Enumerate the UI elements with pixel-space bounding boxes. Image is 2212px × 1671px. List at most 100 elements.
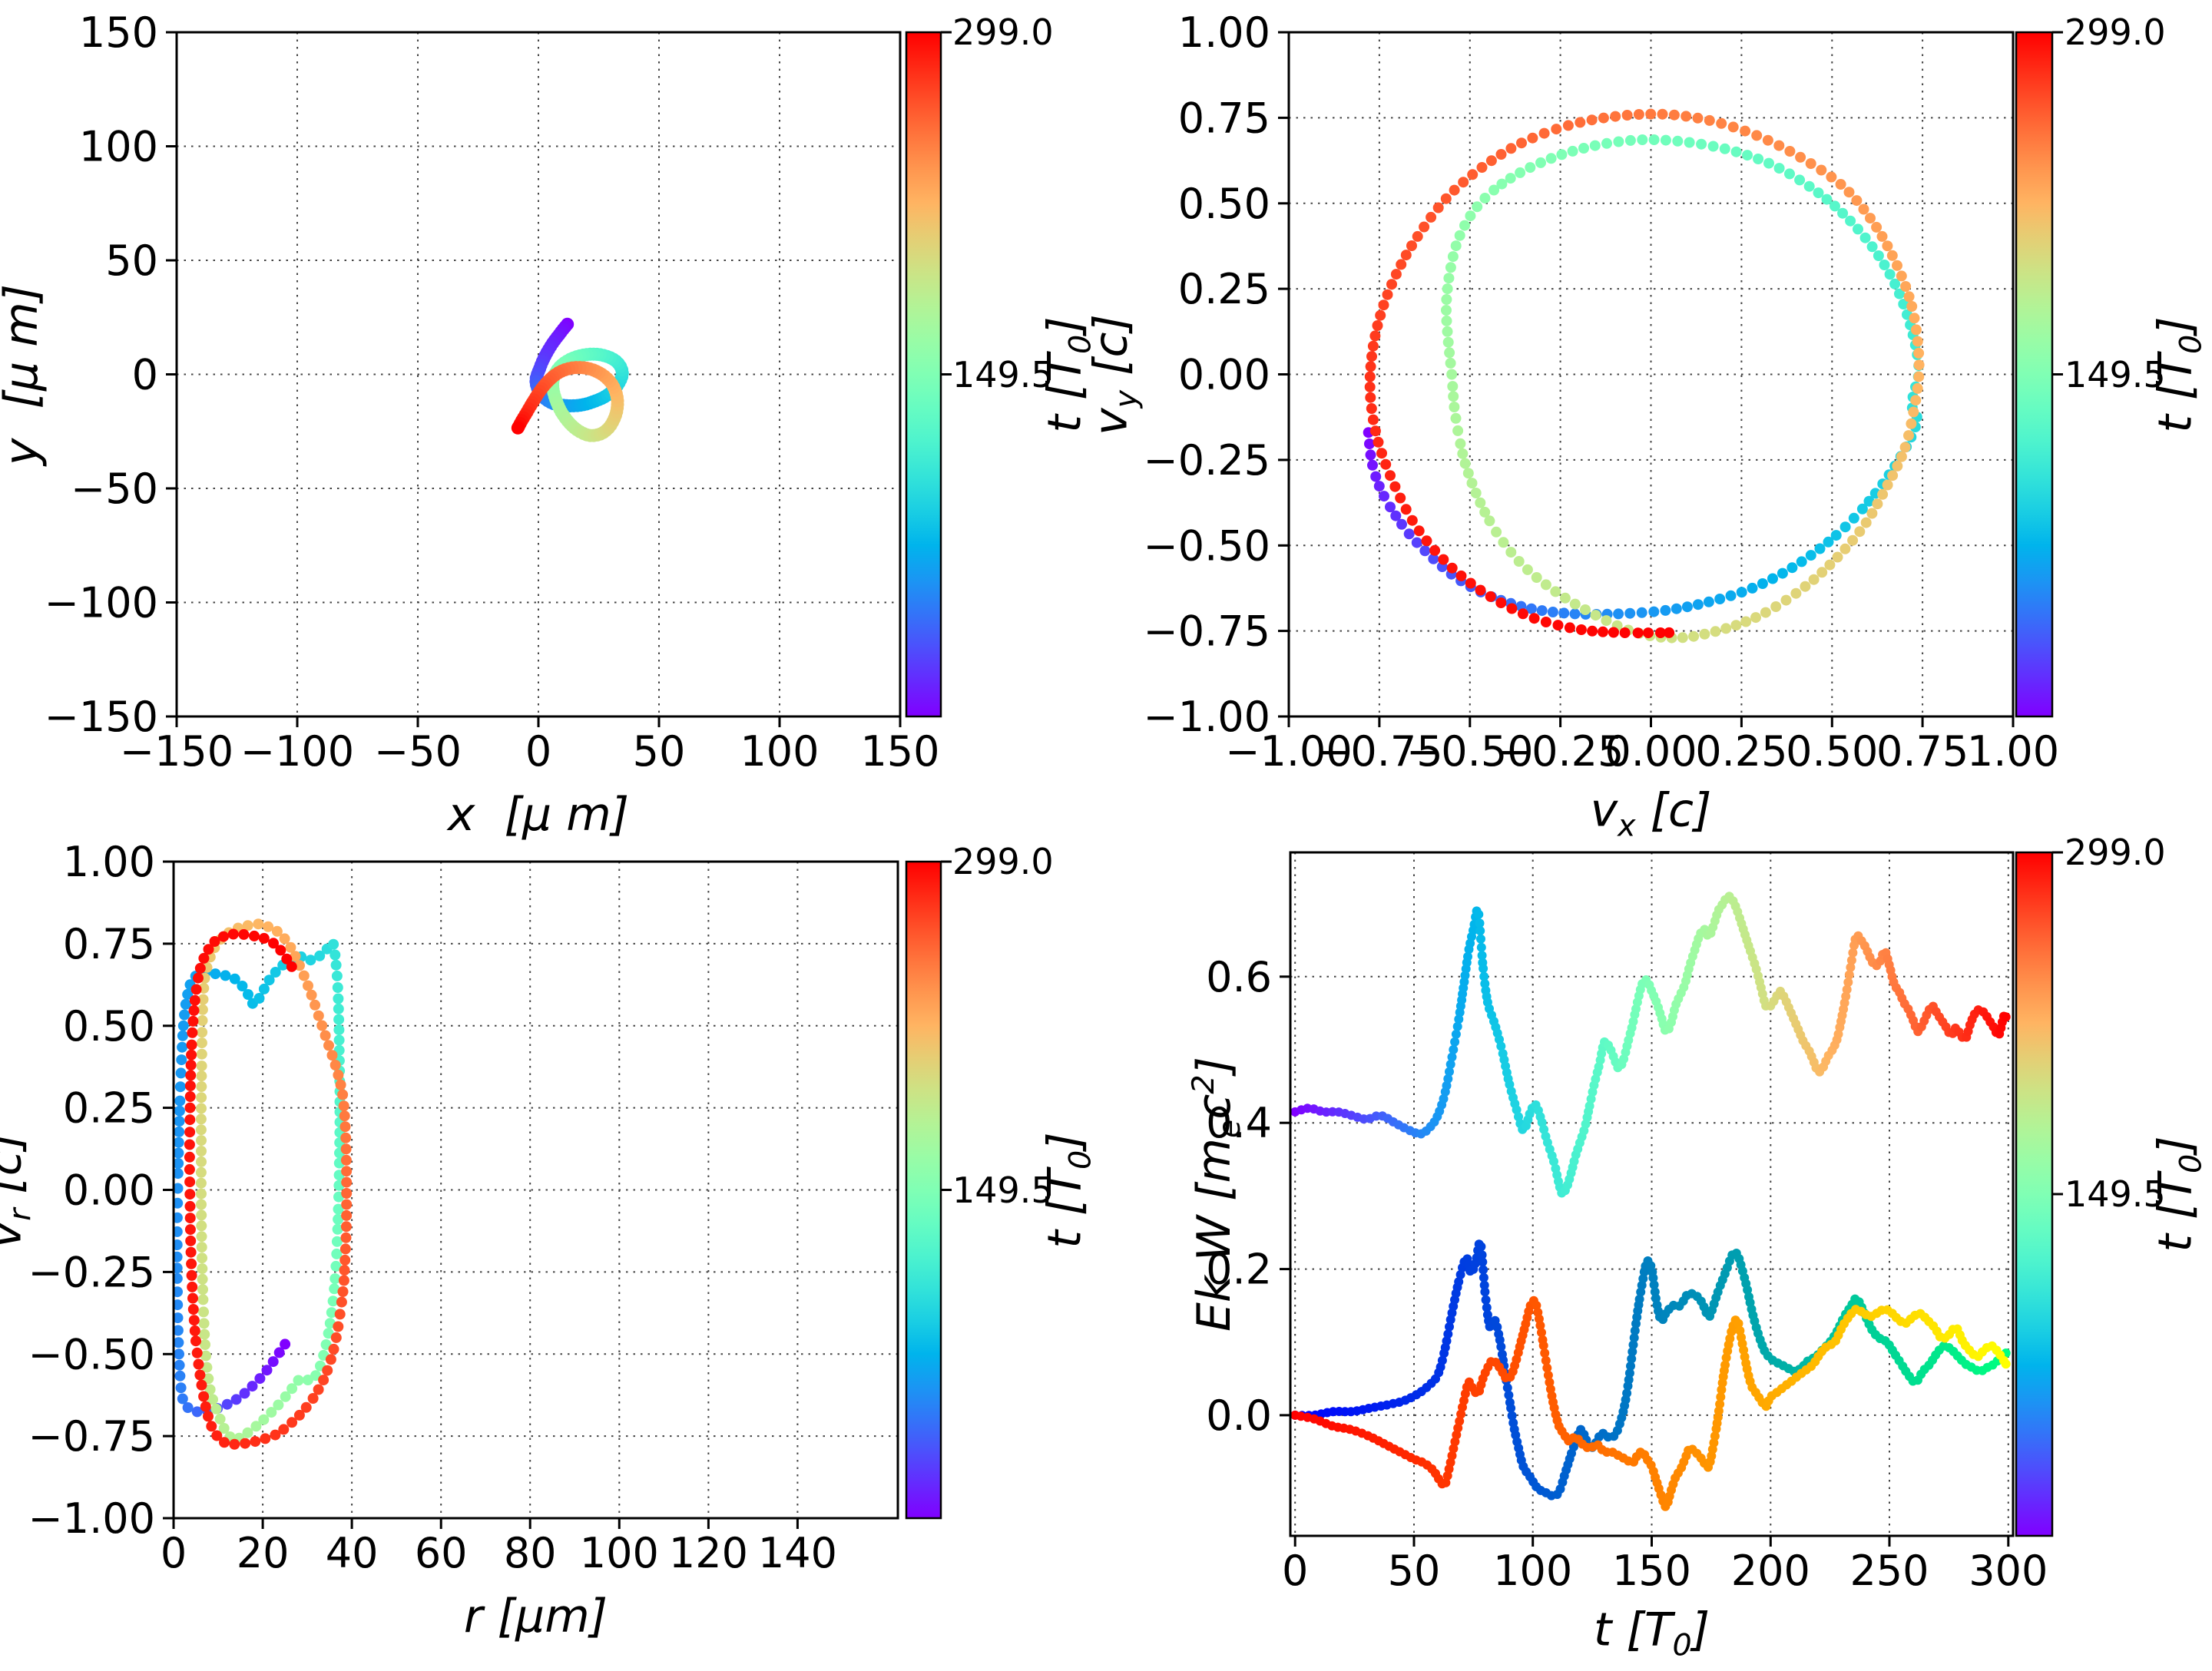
y-tick-label: −1.00 [1144,693,1270,741]
y-tick-label: 0.75 [63,920,155,968]
y-tick-label: 0.2 [1206,1246,1272,1294]
colorbar-max-label: 299.0 [952,841,1054,882]
x-tick-label: 50 [1388,1547,1441,1595]
x-tick-label: −0.25 [1497,727,1624,776]
x-tick-label: 300 [1969,1547,2048,1595]
y-tick-label: 0.4 [1206,1099,1272,1147]
x-tick-label: 200 [1731,1547,1810,1595]
colorbar-gradient [905,31,942,718]
colorbar-gradient [2015,851,2054,1537]
x-tick-label: 150 [1612,1547,1691,1595]
y-tick-label: 50 [105,237,158,285]
y-tick-label: −0.75 [28,1412,155,1461]
y-tick-label: 1.00 [1178,8,1270,57]
colorbar-max-label: 299.0 [952,12,1054,53]
x-tick-label: 1.00 [1967,727,2059,776]
x-label-sub: 0 [1672,1627,1692,1663]
x-tick-label: 100 [580,1529,659,1577]
x-tick-label: −100 [240,727,354,776]
y-tick-label: 0.50 [1178,180,1270,228]
x-tick-label: 40 [326,1529,379,1577]
y-tick-label: 0.00 [1178,351,1270,399]
y-tick-label: −0.25 [1144,436,1270,485]
series-work-W-perp [1290,1239,2011,1501]
x-tick-label: 100 [740,727,819,776]
colorbar-mid-label: 149.5 [952,1169,1054,1211]
colorbar-mid-label: 149.5 [2065,353,2166,395]
series-work-W-par [1290,1295,2011,1511]
y-tick-label: 0.0 [1206,1391,1272,1440]
x-tick-label: −50 [374,727,462,776]
x-axis-label-text: x [μ m] [447,788,630,842]
x-tick-label: 250 [1849,1547,1929,1595]
y-tick-label: 0.6 [1206,953,1272,1001]
y-tick-label: −0.50 [28,1330,155,1378]
x-axis-label-text: r [μm] [463,1590,608,1643]
y-tick-label: 0.25 [63,1084,155,1133]
y-tick-label: −150 [45,693,158,741]
y-tick-label: 0.25 [1178,265,1270,313]
x-axis-label: r [μm] [464,1593,608,1640]
y-tick-label: 0.50 [63,1002,155,1051]
x-tick-label: −1.00 [1225,727,1352,776]
x-tick-label: 0 [161,1529,187,1577]
x-tick-label: 0.50 [1786,727,1878,776]
x-tick-label: 0 [525,727,551,776]
x-tick-label: 140 [758,1529,837,1577]
colorbar-label-post: ] [2148,1136,2203,1154]
x-tick-label: −0.75 [1316,727,1442,776]
colorbar-max-label: 299.0 [2065,832,2166,873]
x-tick-label: −150 [120,727,233,776]
x-label-main: t [T [1593,1603,1673,1657]
y-label-mid: c [1187,1094,1242,1120]
x-tick-label: 60 [415,1529,468,1577]
y-tick-label: 1.00 [63,838,155,886]
y-label-pre: Ek W [m [1187,1137,1242,1332]
x-tick-label: 50 [633,727,686,776]
series-vxvy-orbit [1363,108,1925,644]
x-tick-label: 80 [504,1529,557,1577]
y-tick-label: −50 [71,465,158,513]
y-label-post: ] [1187,1057,1242,1075]
y-tick-label: −1.00 [28,1494,155,1543]
y-tick-label: 150 [79,8,158,57]
colorbar-max-label: 299.0 [2065,12,2166,53]
colorbar-label-sub: 0 [2173,1153,2209,1173]
x-axis-label: vx [c] [1591,788,1712,842]
y-label-sup: 2 [1186,1074,1222,1094]
colorbar-label-pre: t [T [2148,1173,2203,1252]
y-tick-label: 0.00 [63,1166,155,1215]
x-tick-label: −0.50 [1406,727,1533,776]
series-kinetic-energy-Ek [1290,892,2011,1198]
y-tick-label: −100 [45,579,158,627]
colorbar-axis-label: t [T0] [2149,1136,2209,1252]
x-tick-label: 120 [669,1529,748,1577]
y-tick-label: −0.25 [28,1248,155,1296]
x-axis-label: t [T0] [1594,1607,1710,1662]
series-xy-trajectory [511,317,629,442]
y-tick-label: 0 [132,351,158,399]
x-label-unit: ] [1691,1603,1710,1657]
x-tick-label: 0.00 [1604,727,1697,776]
series-rvr-orbit [174,918,353,1450]
x-tick-label: 0 [1282,1547,1308,1595]
y-tick-label: 0.75 [1178,94,1270,142]
colorbar-mid-label: 149.5 [2065,1173,2166,1215]
x-tick-label: 20 [237,1529,290,1577]
y-axis-label: Ek W [mec2] [1186,1057,1248,1332]
x-axis-label: x [μ m] [448,792,629,838]
colorbar-mid-label: 149.5 [952,353,1054,395]
x-tick-label: 0.75 [1876,727,1969,776]
y-tick-label: −0.75 [1144,607,1270,656]
x-label-sub: x [1618,808,1636,844]
x-label-unit: [c] [1635,783,1712,838]
y-tick-label: −0.50 [1144,521,1270,570]
x-tick-label: 150 [860,727,939,776]
y-tick-label: 100 [79,123,158,171]
y-label-sub: e [1212,1119,1248,1138]
